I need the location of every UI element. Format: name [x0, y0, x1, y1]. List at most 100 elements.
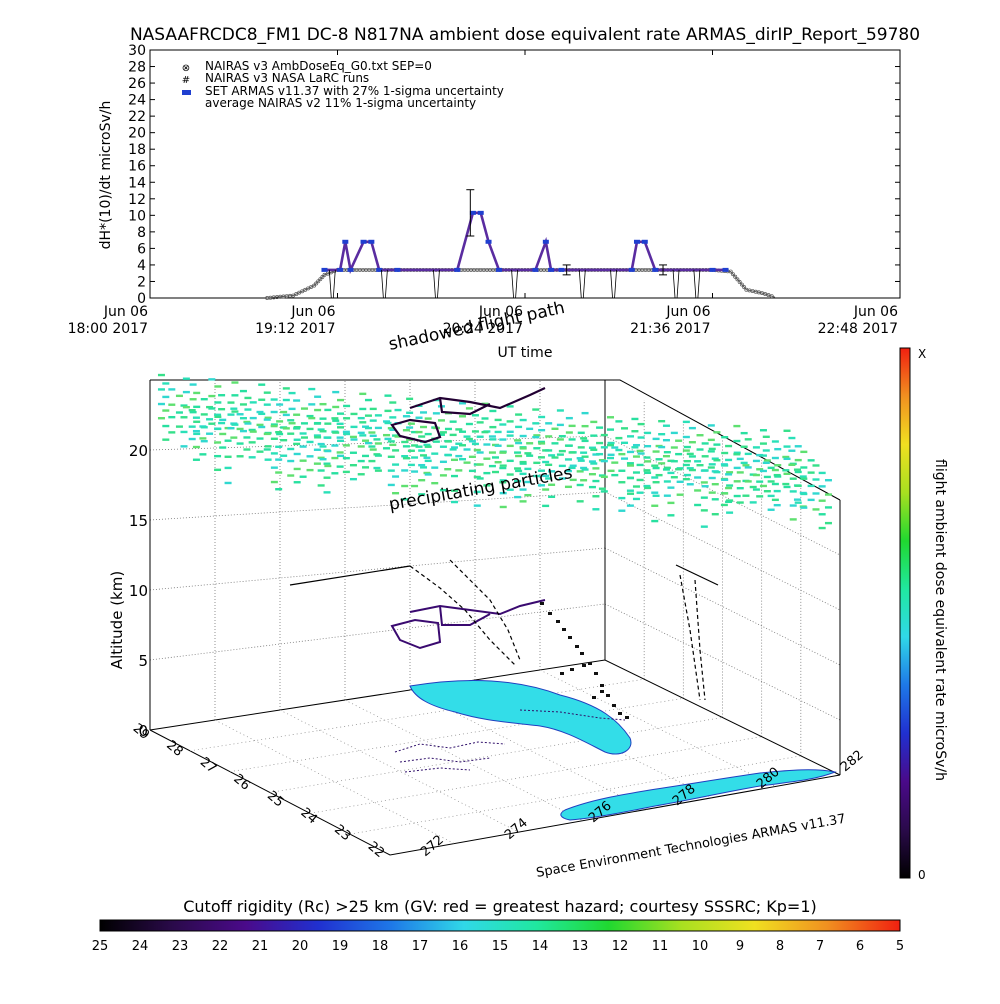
- particle-mark: [192, 445, 200, 449]
- particle-mark: [793, 468, 801, 471]
- particle-mark: [577, 459, 585, 462]
- top-plot-series: [265, 189, 776, 300]
- particle-mark: [749, 485, 757, 489]
- particle-mark: [627, 492, 635, 495]
- particle-mark: [759, 454, 767, 457]
- particle-mark: [450, 474, 458, 478]
- particle-mark: [663, 466, 671, 470]
- particle-mark: [214, 415, 222, 418]
- particle-mark: [615, 420, 623, 423]
- particle-mark: [632, 485, 640, 488]
- particle-mark: [807, 459, 815, 462]
- particle-mark: [423, 456, 431, 459]
- particle-mark: [812, 464, 820, 467]
- particle-mark: [306, 414, 314, 418]
- particle-mark: [192, 416, 200, 419]
- particle-mark: [492, 456, 500, 459]
- particle-mark: [387, 455, 395, 458]
- particle-mark: [771, 498, 779, 502]
- nairas-point: [303, 287, 308, 292]
- particle-mark: [280, 438, 288, 442]
- particle-mark: [406, 397, 414, 401]
- particle-mark: [331, 417, 339, 420]
- particle-mark: [551, 427, 559, 430]
- back-wall-grid: [149, 380, 841, 756]
- particle-mark: [782, 482, 790, 486]
- particle-mark: [789, 518, 797, 521]
- particle-mark: [402, 445, 410, 448]
- particle-mark: [337, 454, 345, 458]
- particle-mark: [683, 459, 691, 463]
- particle-mark: [713, 443, 721, 446]
- particle-mark: [343, 404, 351, 408]
- nairas-point: [314, 281, 319, 286]
- particle-mark: [357, 416, 365, 420]
- trail-point: [588, 662, 592, 665]
- particle-mark: [662, 424, 670, 427]
- particle-mark: [537, 456, 545, 459]
- particle-mark: [473, 490, 481, 494]
- particle-mark: [359, 421, 367, 424]
- particle-mark: [627, 464, 635, 467]
- particle-mark: [499, 464, 507, 467]
- particle-mark: [818, 513, 826, 516]
- particle-mark: [420, 454, 428, 457]
- particle-mark: [494, 430, 502, 434]
- particle-mark: [744, 452, 752, 456]
- particle-mark: [180, 445, 188, 448]
- particle-mark: [740, 445, 748, 448]
- armas-point: [558, 267, 565, 272]
- particle-mark: [455, 469, 463, 472]
- trail-point: [618, 712, 622, 715]
- particle-mark: [506, 444, 514, 448]
- particle-mark: [588, 446, 596, 449]
- particle-mark: [364, 414, 372, 417]
- particle-mark: [387, 469, 395, 472]
- particle-mark: [711, 513, 719, 516]
- particle-mark: [774, 475, 782, 478]
- particle-mark: [600, 446, 608, 449]
- floor-gridline: [189, 678, 645, 752]
- particle-mark: [514, 495, 522, 499]
- particle-mark: [362, 425, 370, 428]
- particle-mark: [607, 443, 615, 447]
- particle-mark: [600, 475, 608, 479]
- particle-mark: [248, 441, 256, 444]
- particle-mark: [588, 485, 596, 489]
- particle-mark: [314, 408, 322, 412]
- particle-mark: [357, 473, 365, 476]
- particle-mark: [368, 445, 376, 448]
- particle-mark: [807, 498, 815, 502]
- particle-mark: [800, 492, 808, 496]
- colorbar-tick-label: 14: [532, 939, 549, 954]
- colorbar-tick-label: 20: [292, 939, 309, 954]
- particle-mark: [287, 447, 295, 451]
- particle-mark: [263, 418, 271, 421]
- colorbar-tick-label: 13: [572, 939, 589, 954]
- particle-mark: [188, 437, 196, 441]
- particle-mark: [230, 436, 238, 439]
- particle-mark: [721, 436, 729, 439]
- particle-mark: [636, 478, 644, 482]
- particle-mark: [481, 402, 489, 406]
- particle-mark: [384, 421, 392, 425]
- particle-mark: [663, 451, 671, 454]
- particle-mark: [568, 424, 576, 428]
- particle-mark: [636, 491, 644, 494]
- particle-mark: [688, 455, 696, 458]
- particle-mark: [243, 448, 251, 451]
- armas-dropout: [693, 269, 701, 299]
- particle-mark: [812, 478, 820, 481]
- particle-mark: [519, 488, 527, 491]
- latitude-tick-label: 28: [163, 738, 185, 760]
- particle-mark: [424, 432, 432, 436]
- particle-mark: [759, 484, 767, 488]
- armas-point: [376, 267, 383, 272]
- particle-mark: [611, 473, 619, 477]
- particle-mark: [499, 451, 507, 454]
- particle-mark: [514, 451, 522, 454]
- particle-mark: [818, 471, 826, 475]
- colorbar-tick-label: 16: [452, 939, 469, 954]
- particle-mark: [337, 439, 345, 443]
